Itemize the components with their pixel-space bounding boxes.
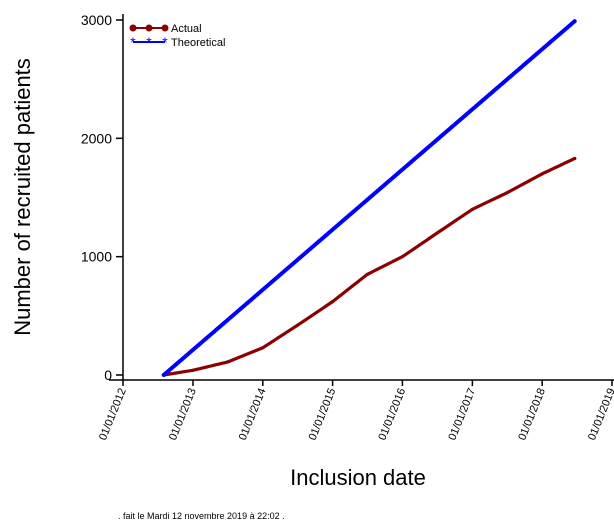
y-axis-title: Number of recruited patients (10, 58, 35, 336)
y-tick-label: 2000 (81, 130, 112, 146)
legend-theoretical-marker: * (146, 34, 152, 50)
series-line-theoretical (161, 19, 577, 377)
x-tick-label: 01/01/2019 (586, 387, 614, 443)
data-point-actual (191, 368, 195, 372)
series-line-actual (162, 156, 577, 377)
data-point-theoretical (162, 373, 166, 377)
data-point-theoretical (573, 19, 577, 23)
y-ticks: 0 1000 2000 3000 (81, 12, 123, 383)
data-point-actual (226, 360, 230, 364)
y-tick-label: 0 (104, 367, 112, 383)
legend-theoretical-marker: * (162, 34, 168, 50)
legend-actual-marker (129, 24, 137, 32)
x-tick-label: 01/01/2017 (446, 387, 478, 443)
y-tick-label: 1000 (81, 249, 112, 265)
data-point-actual (470, 207, 474, 211)
legend-actual-marker (145, 24, 153, 32)
x-tick-label: 01/01/2016 (376, 387, 408, 443)
x-tick-label: 01/01/2018 (516, 387, 548, 443)
series-layer (161, 19, 577, 377)
data-point-actual (400, 255, 405, 259)
x-tick-label: 01/01/2014 (237, 387, 269, 443)
y-tick-label: 3000 (81, 12, 112, 28)
legend-actual-label: Actual (171, 23, 202, 35)
x-axis-title: Inclusion date (290, 465, 426, 490)
data-point-actual (505, 191, 509, 195)
x-tick-label: 01/01/2015 (307, 387, 339, 443)
data-point-actual (295, 323, 300, 327)
data-point-actual (261, 346, 265, 350)
data-point-actual (435, 231, 439, 235)
legend: Actual * * * Theoretical (129, 23, 225, 50)
axes (109, 14, 614, 381)
x-tick-label: 01/01/2012 (97, 387, 129, 443)
footer-text: . fait le Mardi 12 novembre 2019 à 22:02… (118, 511, 285, 521)
legend-actual-marker (161, 24, 169, 32)
data-point-actual (330, 300, 335, 304)
x-ticks: 01/01/2012 01/01/2013 01/01/2014 01/01/2015… (97, 380, 614, 442)
x-tick-label: 01/01/2013 (167, 387, 199, 443)
data-point-actual (540, 172, 544, 176)
data-point-actual (573, 156, 577, 161)
legend-theoretical-label: Theoretical (171, 37, 225, 49)
legend-theoretical-marker: * (130, 34, 136, 50)
data-point-actual (365, 272, 369, 277)
